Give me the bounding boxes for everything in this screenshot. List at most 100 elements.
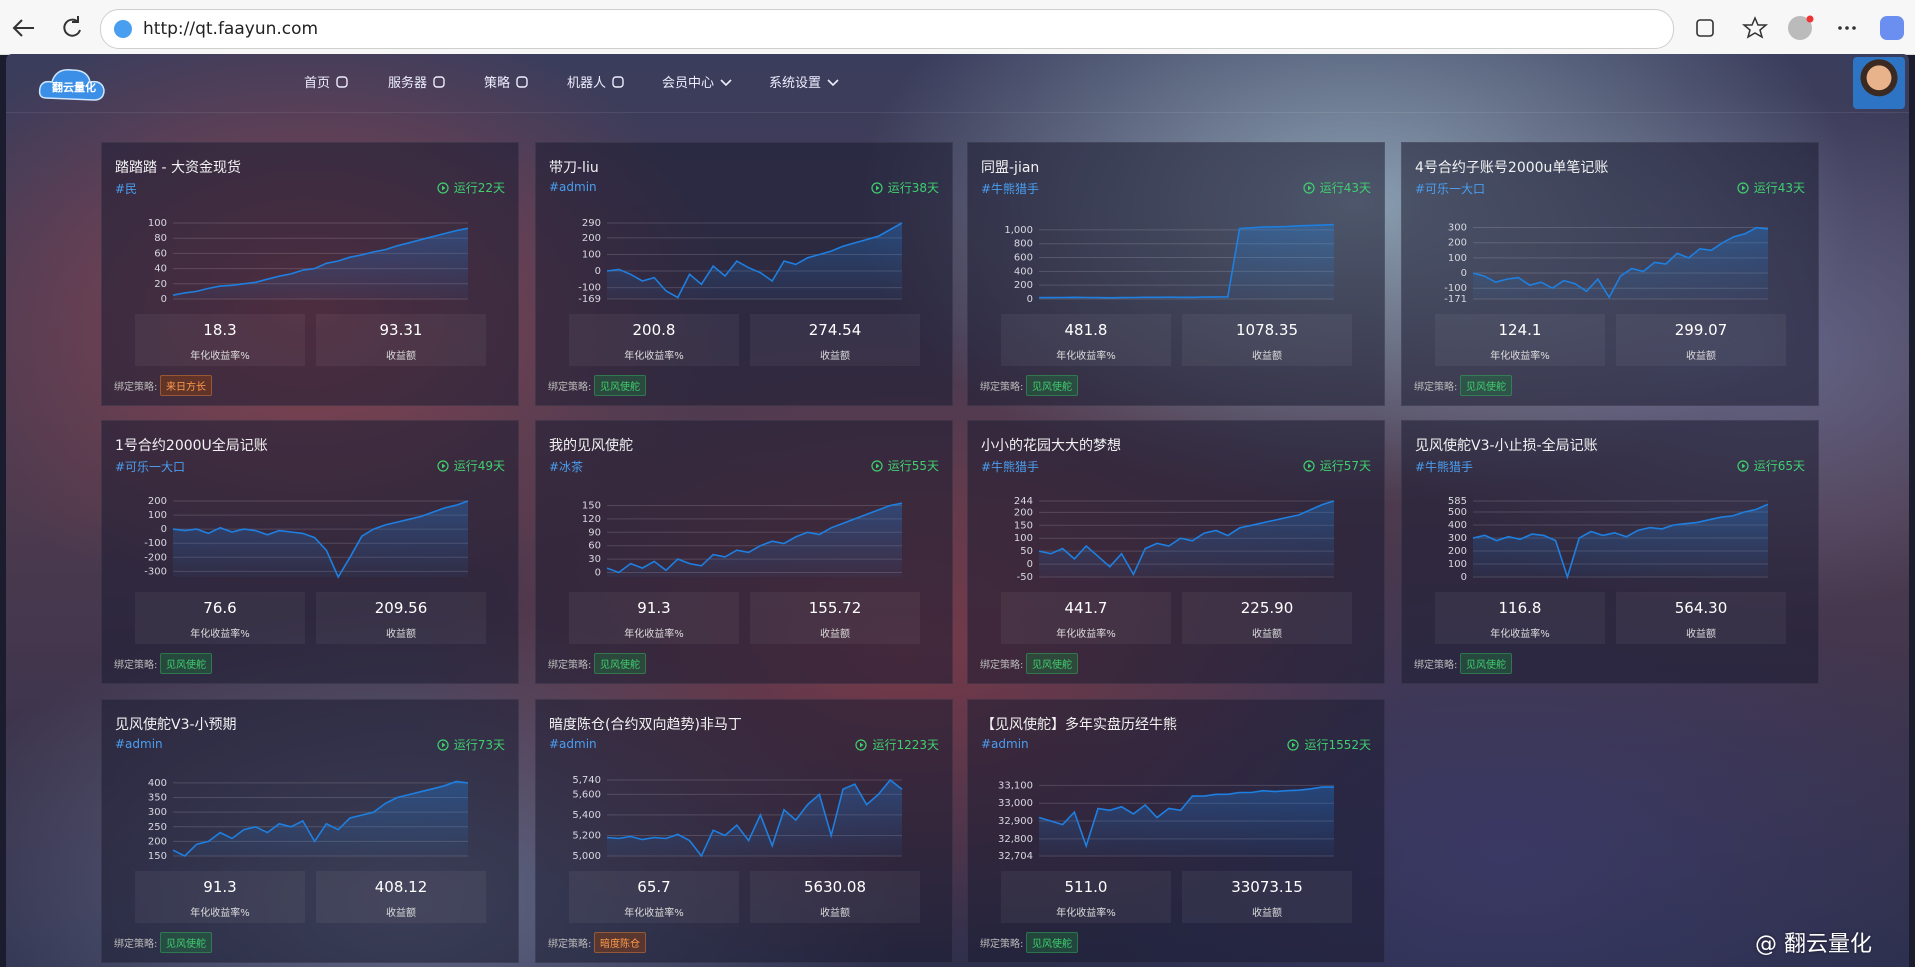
y-tick-label: 60 [154, 248, 167, 259]
dropdown-icon[interactable] [826, 75, 840, 89]
nav-label[interactable]: 服务器 [388, 76, 428, 91]
strategy-tag[interactable]: 见风使舵 [1460, 375, 1512, 396]
strategy-card[interactable]: 见风使舵V3-小止损-全局记账 #牛熊猎手 运行65天 0 100 200 300 400 50… [1401, 420, 1819, 684]
card-title: 见风使舵V3-小预期 [115, 717, 237, 733]
stat-label: 年化收益率% [190, 351, 250, 362]
copilot-icon[interactable] [1880, 16, 1904, 40]
more-icon[interactable] [1838, 26, 1856, 30]
strategy-tag[interactable]: 见风使舵 [1026, 653, 1078, 674]
nav-buttons[interactable] [0, 0, 100, 54]
stat-box: 299.07 收益额 [1616, 314, 1786, 366]
strategy-card[interactable]: 4号合约子账号2000u单笔记账 #可乐一大口 运行43天 -171 -100 0 100 2… [1401, 142, 1819, 406]
y-tick-label: 20 [154, 279, 167, 290]
strategy-card[interactable]: 小小的花园大大的梦想 #牛熊猎手 运行57天 -50 0 50 100 150 200 244 44… [967, 420, 1385, 684]
strategy-tag[interactable]: 见风使舵 [1026, 375, 1078, 396]
status-text: 运行43天 [1319, 181, 1371, 195]
avatar[interactable] [1853, 57, 1905, 109]
card-tag: #admin [981, 737, 1029, 751]
nav-item[interactable]: 策略 [484, 72, 529, 91]
y-tick-label: 0 [1027, 559, 1033, 570]
y-tick-label: 32,800 [998, 834, 1033, 845]
nav-label[interactable]: 会员中心 [662, 76, 715, 91]
back-icon[interactable] [12, 19, 34, 37]
nav-icon[interactable] [335, 75, 349, 89]
status-ring [1737, 181, 1749, 194]
status-icon [1737, 181, 1749, 194]
status-text: 运行55天 [887, 459, 939, 473]
nav-label[interactable]: 策略 [484, 76, 511, 91]
nav-item[interactable]: 首页 [304, 72, 349, 91]
stat-box: 18.3 年化收益率% [135, 314, 305, 366]
nav-item[interactable]: 会员中心 [662, 72, 733, 91]
strategy-tag[interactable]: 见风使舵 [1026, 932, 1078, 953]
nav-label[interactable]: 机器人 [567, 76, 607, 91]
status-ring [855, 738, 868, 751]
y-tick-label: 200 [1014, 280, 1033, 291]
status-icon [1737, 459, 1749, 472]
stat-value: 200.8 [632, 321, 676, 339]
logo[interactable]: 翻云量化 [36, 58, 116, 108]
card-title: 踏踏踏 - 大资金现货 [115, 160, 241, 176]
strategy-tag[interactable]: 来日方长 [160, 375, 212, 396]
strategy-tag[interactable]: 见风使舵 [594, 653, 646, 674]
stat-box: 124.1 年化收益率% [1435, 314, 1605, 366]
y-tick-label: 585 [1448, 496, 1467, 507]
stat-value: 441.7 [1064, 599, 1108, 617]
favorites-icon[interactable] [1741, 16, 1769, 39]
refresh-icon[interactable] [63, 16, 81, 37]
y-tick-label: 5,000 [572, 851, 601, 862]
strategy-card[interactable]: 1号合约2000U全局记账 #可乐一大口 运行49天 -300 -200 -100 0 100… [101, 420, 519, 684]
nav-label[interactable]: 首页 [304, 76, 331, 91]
y-tick-label: 33,100 [998, 780, 1033, 791]
stat-box: 225.90 收益额 [1182, 592, 1352, 644]
nav-icon[interactable] [611, 75, 625, 89]
line-chart: -169-100 0 100 200 290 [578, 218, 903, 305]
strategy-card[interactable]: 同盟-jian #牛熊猎手 运行43天 0 200 400 600 800 1,000 481.8… [967, 142, 1385, 406]
stat-label: 年化收益率% [624, 908, 684, 919]
strategy-card[interactable]: 暗度陈仓(合约双向趋势)非马丁 #admin 运行1223天 5,000 5,200 5,… [535, 699, 953, 963]
strategy-card[interactable]: 踏踏踏 - 大资金现货 #民 运行22天 0 20 40 60 80 100 18.3 年化收益率%… [101, 142, 519, 406]
stat-label: 收益额 [820, 629, 850, 640]
card-title: 1号合约2000U全局记账 [115, 438, 268, 454]
strategy-card[interactable]: 【见风使舵】多年实盘历经牛熊 #admin 运行1552天 32,704 32,800 3… [967, 699, 1385, 963]
line-area [607, 503, 902, 577]
card-title: 小小的花园大大的梦想 [981, 438, 1121, 454]
chevron [720, 78, 732, 86]
status-text: 运行57天 [1319, 459, 1371, 473]
strategy-tag[interactable]: 见风使舵 [594, 375, 646, 396]
nav-item[interactable]: 系统设置 [769, 72, 840, 91]
extensions-icon[interactable] [1696, 19, 1714, 37]
card-tag: #冰茶 [549, 460, 584, 474]
strategy-card[interactable]: 我的见风使舵 #冰茶 运行55天 0 30 60 90 120 150 91.3 年化收益率% 155… [535, 420, 953, 684]
dropdown-icon[interactable] [719, 75, 733, 89]
strategy-tag[interactable]: 见风使舵 [160, 932, 212, 953]
line-area [1473, 227, 1768, 299]
nav-icon[interactable] [515, 75, 529, 89]
nav-item[interactable]: 服务器 [388, 72, 446, 91]
stat-box: 1078.35 收益额 [1182, 314, 1352, 366]
nav-item[interactable]: 机器人 [567, 72, 625, 91]
stat-label: 收益额 [820, 908, 850, 919]
profile-icon[interactable] [1788, 16, 1812, 40]
status-play [1741, 185, 1746, 190]
status-ring [1737, 459, 1749, 472]
strategy-card[interactable]: 见风使舵V3-小预期 #admin 运行73天 150 200 250 300 350 400 9… [101, 699, 519, 963]
card-title: 带刀-liu [549, 160, 599, 176]
icon-shape [516, 75, 528, 88]
stat-box: 33073.15 收益额 [1182, 871, 1352, 923]
nav-icon[interactable] [432, 75, 446, 89]
status-play [441, 185, 446, 190]
address-bar[interactable]: http://qt.faayun.com [100, 9, 1674, 49]
nav-label[interactable]: 系统设置 [769, 76, 822, 91]
stat-label: 年化收益率% [190, 908, 250, 919]
strategy-tag[interactable]: 见风使舵 [160, 653, 212, 674]
strategy-tag[interactable]: 见风使舵 [1460, 653, 1512, 674]
strategy-card[interactable]: 带刀-liu #admin 运行38天 -169 -100 0 100 200 290 200.8… [535, 142, 953, 406]
strategy-tag[interactable]: 暗度陈仓 [594, 932, 646, 953]
line [606, 502, 903, 574]
y-tick-label: 290 [582, 218, 601, 229]
y-tick-label: 350 [148, 793, 167, 804]
y-tick-label: 200 [1448, 546, 1467, 557]
browser-actions [1696, 15, 1904, 40]
url[interactable]: http://qt.faayun.com [143, 19, 319, 39]
